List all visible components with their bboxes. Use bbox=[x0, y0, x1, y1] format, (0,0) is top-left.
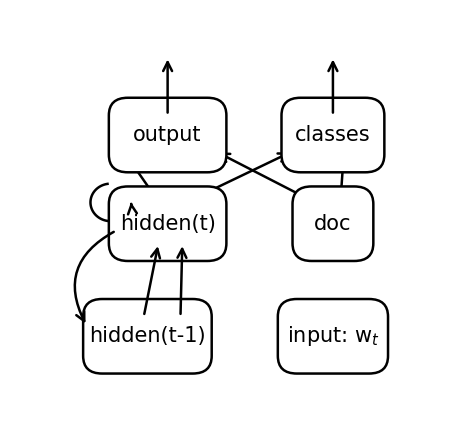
Text: input: w$_t$: input: w$_t$ bbox=[286, 324, 379, 348]
FancyBboxPatch shape bbox=[109, 98, 227, 172]
FancyBboxPatch shape bbox=[83, 299, 212, 373]
Text: hidden(t): hidden(t) bbox=[119, 214, 216, 234]
FancyBboxPatch shape bbox=[292, 187, 374, 261]
Text: doc: doc bbox=[314, 214, 352, 234]
FancyBboxPatch shape bbox=[109, 187, 227, 261]
Text: classes: classes bbox=[295, 125, 371, 145]
FancyBboxPatch shape bbox=[282, 98, 384, 172]
FancyBboxPatch shape bbox=[278, 299, 388, 373]
Text: hidden(t-1): hidden(t-1) bbox=[89, 326, 206, 346]
Text: output: output bbox=[133, 125, 202, 145]
